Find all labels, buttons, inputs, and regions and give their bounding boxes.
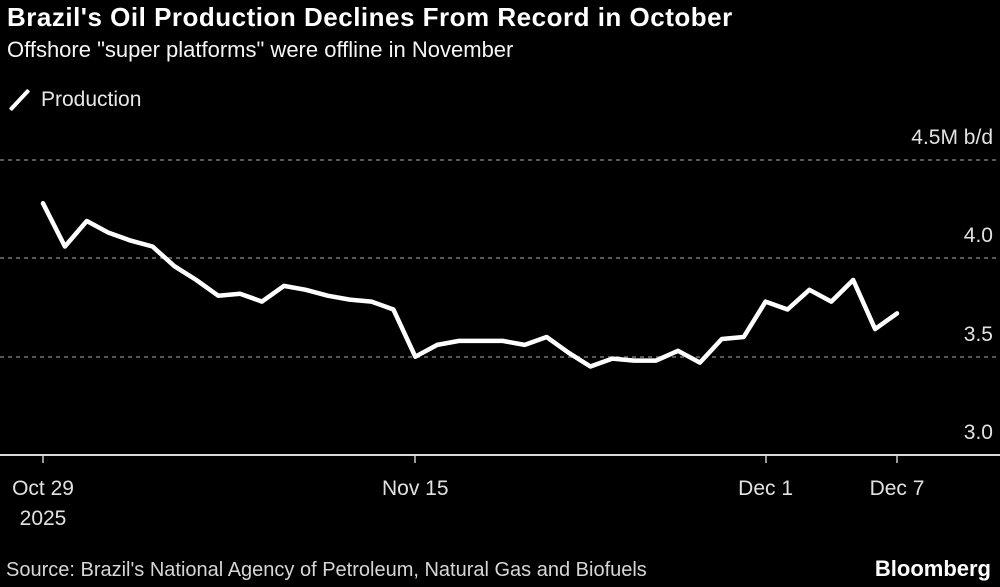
bloomberg-logo: Bloomberg [874, 556, 991, 581]
legend-label: Production [41, 88, 142, 111]
source-text: Source: Brazil's National Agency of Petr… [6, 559, 647, 581]
x-tick-label: Dec 7 [869, 477, 925, 500]
x-tick-label: Nov 15 [381, 477, 449, 500]
x-tick [896, 456, 898, 463]
gridline-3.5 [0, 355, 1000, 358]
y-tick-label: 4.0 [963, 224, 993, 248]
gridline-4.5 [0, 159, 1000, 161]
y-tick-label: 3.5 [963, 322, 993, 346]
x-tick-label: Oct 29 [12, 477, 74, 500]
x-tick-label: Dec 1 [738, 477, 794, 500]
chart-subtitle: Offshore "super platforms" were offline … [7, 37, 514, 62]
x-tick [414, 456, 417, 463]
chart-title: Brazil's Oil Production Declines From Re… [7, 2, 733, 32]
legend: Production [6, 86, 141, 114]
gridline-4 [0, 257, 1000, 260]
y-tick-label: 3.0 [963, 421, 993, 444]
x-tick-sublabel: 2025 [19, 507, 67, 530]
x-axis-line [0, 454, 1000, 456]
x-tick [42, 456, 44, 463]
x-tick [764, 456, 767, 463]
production-line-path [40, 201, 900, 369]
y-tick-label: 4.5M b/d [911, 126, 993, 149]
